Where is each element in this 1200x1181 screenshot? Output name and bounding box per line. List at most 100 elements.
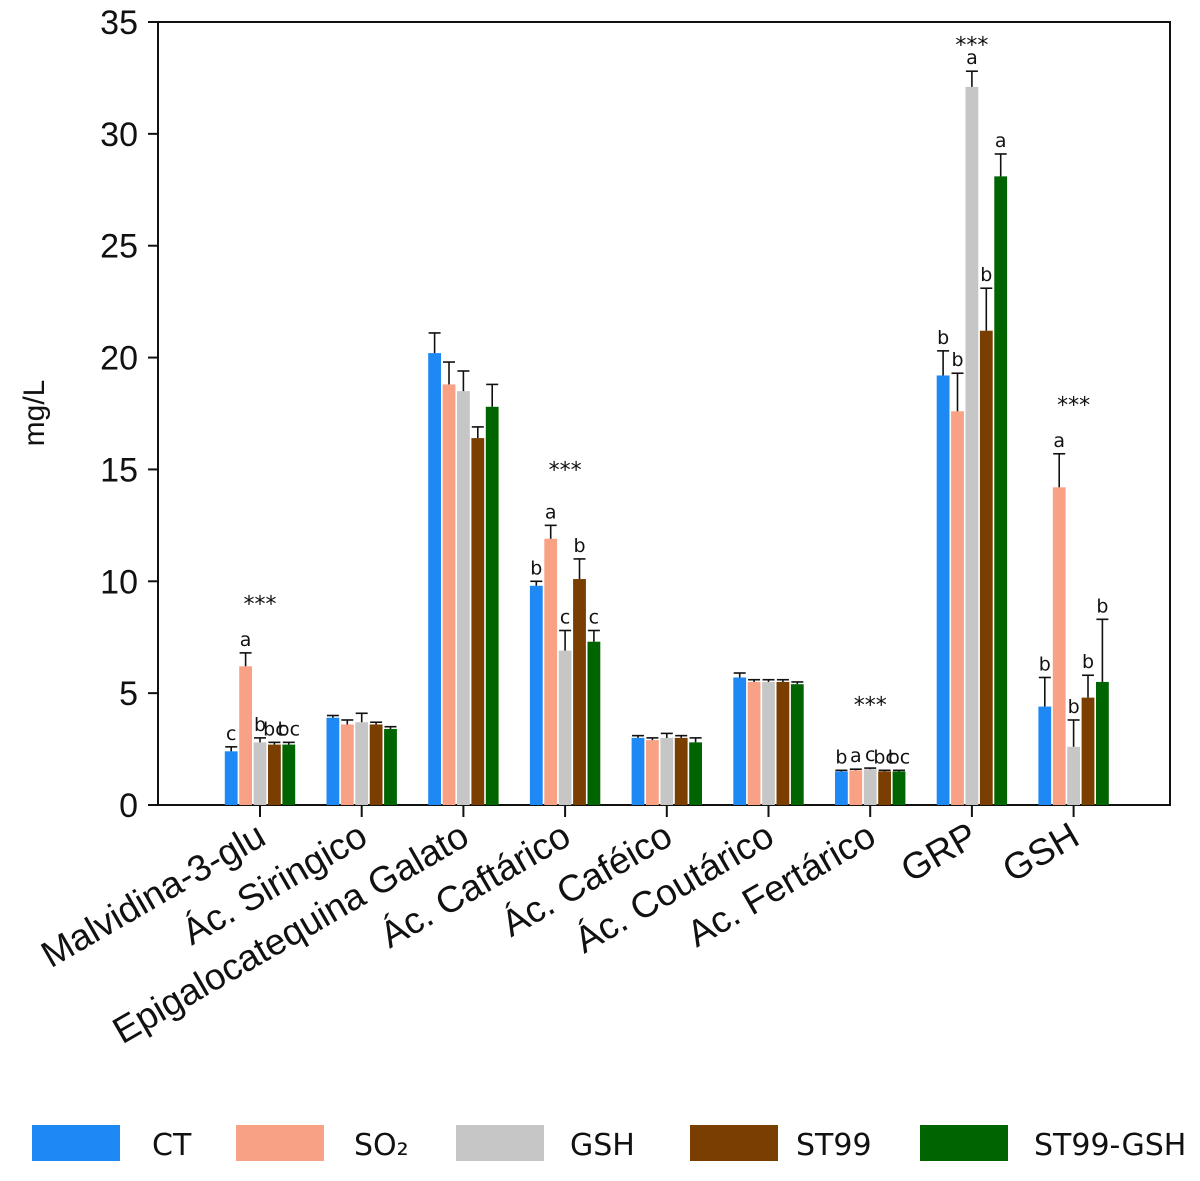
- bar: [544, 538, 558, 805]
- significance-letter: bc: [873, 746, 896, 768]
- bar: [442, 384, 456, 805]
- significance-letter: bc: [888, 746, 911, 768]
- bar: [326, 717, 340, 805]
- legend-item: SO₂: [236, 1125, 409, 1163]
- legend-swatch: [236, 1125, 324, 1161]
- bar: [790, 684, 804, 805]
- y-axis-label: mg/L: [18, 380, 51, 447]
- bar: [485, 406, 499, 805]
- bar: [239, 666, 252, 805]
- bar: [965, 86, 979, 806]
- bar: [529, 585, 543, 805]
- bar: [1038, 706, 1052, 805]
- significance-letter: c: [560, 607, 570, 629]
- significance-letter: b: [951, 349, 963, 371]
- bar: [428, 353, 441, 805]
- legend-label: CT: [152, 1128, 192, 1163]
- y-tick-label: 15: [100, 451, 138, 489]
- significance-letter: c: [865, 744, 875, 766]
- bar: [355, 722, 369, 805]
- significance-letter: a: [995, 130, 1007, 152]
- bar: [835, 771, 848, 805]
- y-tick-label: 10: [100, 563, 138, 601]
- y-tick-label: 35: [100, 4, 138, 42]
- significance-letter: b: [835, 746, 847, 768]
- significance-letter: b: [573, 535, 585, 557]
- significance-letter: c: [226, 723, 236, 745]
- bar: [892, 771, 906, 805]
- significance-stars: ***: [1057, 394, 1090, 419]
- bar: [573, 579, 586, 805]
- bar: [747, 681, 761, 805]
- bar: [979, 330, 993, 805]
- bar: [762, 681, 775, 805]
- plot-frame: [157, 21, 1171, 806]
- y-axis: 0 5 10 15 20 25 30 35: [100, 4, 158, 825]
- bar: [733, 677, 747, 805]
- bar: [340, 724, 354, 805]
- significance-letter: a: [240, 629, 252, 651]
- y-tick-label: 5: [119, 675, 138, 713]
- legend-label: GSH: [570, 1128, 635, 1163]
- bar: [994, 176, 1008, 805]
- bar-group: [733, 672, 804, 805]
- significance-stars: ***: [955, 33, 988, 58]
- bar: [878, 771, 891, 805]
- significance-letter: b: [937, 327, 949, 349]
- significance-letter: bc: [278, 718, 301, 740]
- bar: [224, 751, 238, 805]
- significance-letter: b: [980, 264, 992, 286]
- legend-item: CT: [32, 1125, 192, 1163]
- significance-letter: a: [1053, 430, 1065, 452]
- y-tick-label: 0: [119, 787, 138, 825]
- bar: [369, 724, 383, 805]
- significance-letter: b: [1068, 696, 1080, 718]
- significance-letter: c: [589, 607, 599, 629]
- y-tick-label: 30: [100, 116, 138, 154]
- bar-group: [428, 332, 499, 805]
- bar: [1081, 697, 1095, 805]
- bar: [776, 681, 790, 805]
- bar: [1052, 487, 1066, 805]
- legend-label: SO₂: [354, 1128, 409, 1163]
- bar: [951, 411, 964, 805]
- significance-letter: a: [545, 501, 557, 523]
- bar: [674, 737, 688, 805]
- bar-group: [631, 732, 702, 805]
- bar: [587, 641, 601, 805]
- bar: [268, 744, 281, 805]
- bar: [457, 391, 470, 805]
- legend: CT SO₂ GSH ST99 ST99-GSH: [32, 1125, 1186, 1163]
- bar: [646, 740, 659, 805]
- x-tick-label: GRP: [894, 814, 984, 890]
- bar: [253, 742, 267, 805]
- bar: [1067, 746, 1080, 805]
- significance-letter: a: [966, 47, 978, 69]
- bar: [689, 742, 702, 805]
- bar-group: [326, 712, 397, 805]
- significance-letter: b: [1082, 651, 1094, 673]
- bar: [863, 769, 877, 805]
- bar: [849, 770, 863, 805]
- legend-swatch: [32, 1125, 120, 1161]
- legend-item: ST99-GSH: [920, 1125, 1186, 1163]
- significance-letter: a: [850, 745, 862, 767]
- significance-stars: ***: [244, 593, 277, 618]
- bar: [631, 737, 645, 805]
- x-tick-label: GSH: [996, 814, 1086, 890]
- bar: [384, 728, 397, 805]
- significance-stars: ***: [549, 458, 582, 483]
- significance-letter: b: [254, 714, 266, 736]
- bar: [1096, 681, 1109, 805]
- significance-letter: bc: [263, 718, 286, 740]
- y-tick-label: 20: [100, 340, 138, 378]
- significance-stars: ***: [854, 693, 887, 718]
